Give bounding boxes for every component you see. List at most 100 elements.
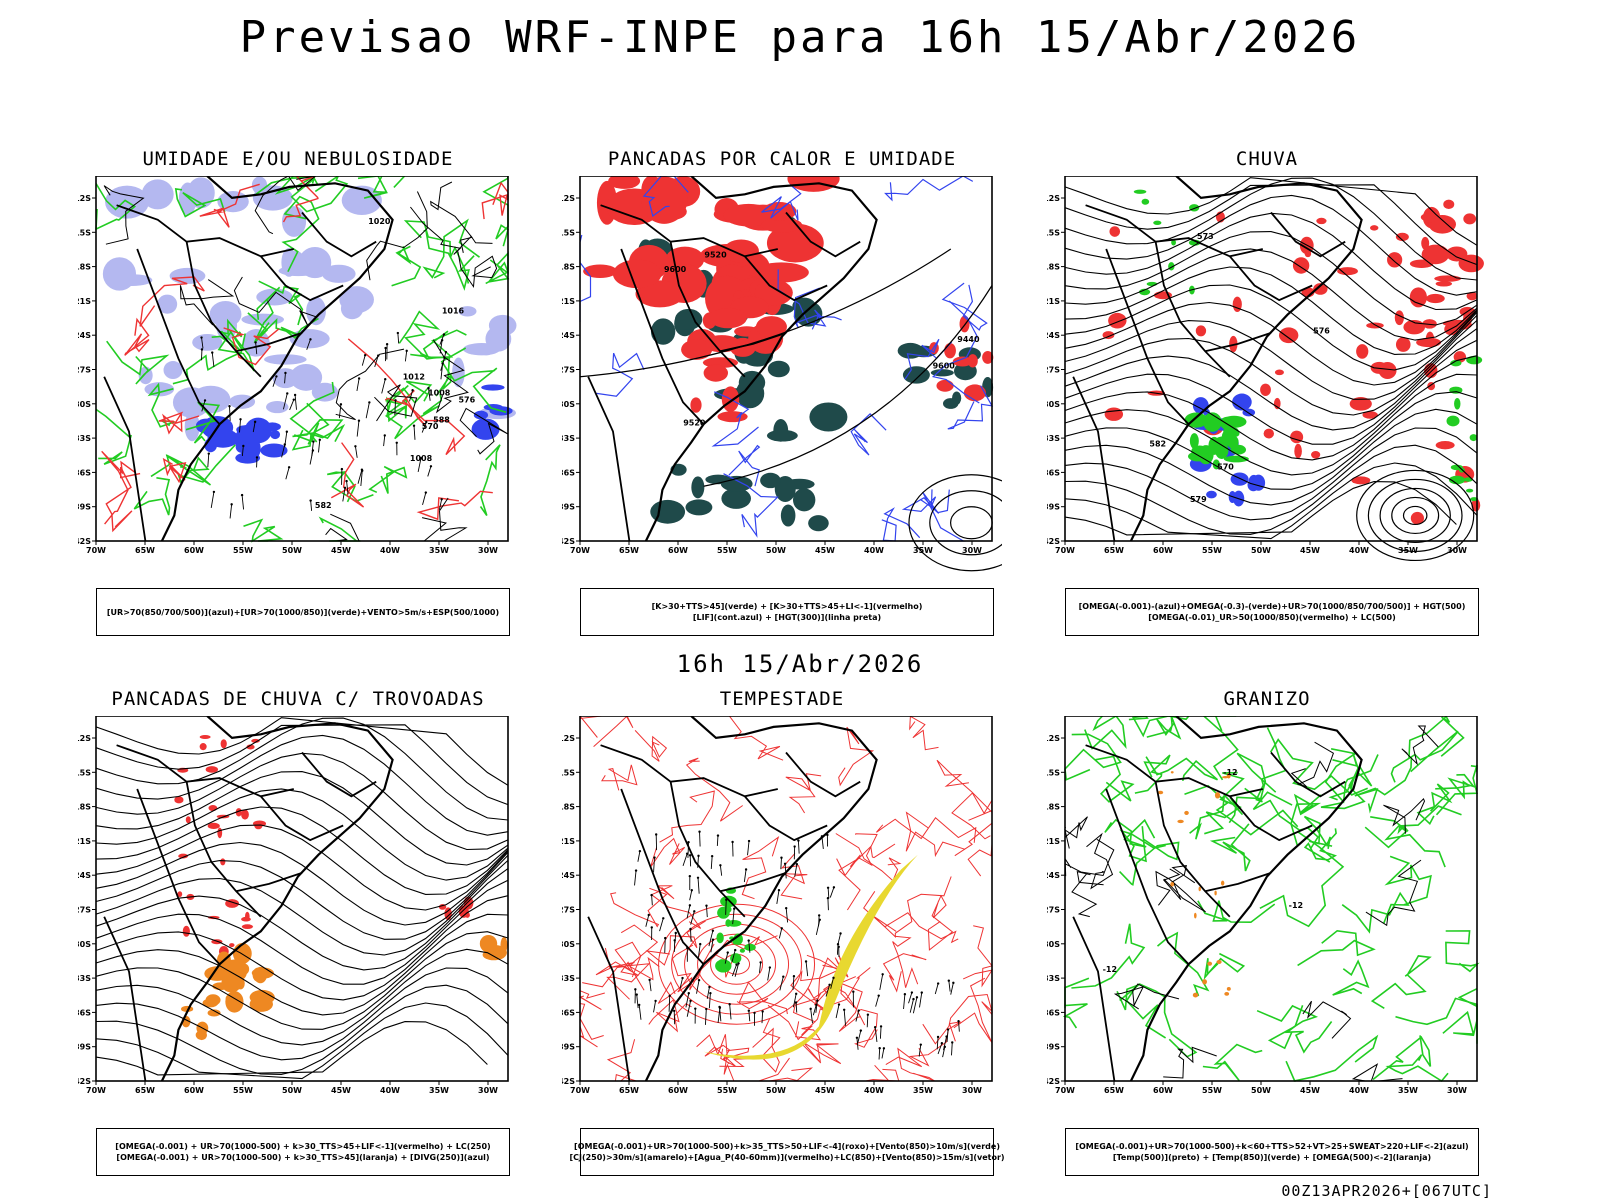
contour-line [1119,826,1166,863]
field-blob [936,379,954,392]
wind-vector-head [947,979,951,982]
field-blob [488,314,517,337]
legend-umidade: [UR>70(850/700/500)](azul)+[UR>70(1000/8… [96,588,510,636]
coastline [1129,176,1363,542]
contour-line [758,1057,814,1082]
field-blob [1311,450,1321,459]
field-blob [1263,428,1274,439]
country-border [1072,916,1116,1082]
contour-line [1202,716,1239,781]
wind-vector-head [647,913,650,917]
legend-line: [K>30+TTS>45](verde) + [K>30+TTS>45+LI<-… [651,602,923,611]
field-blob [1337,267,1358,276]
wind-vector [879,974,884,991]
contour-line [165,454,212,486]
field-blob [902,366,930,384]
wind-vector [827,887,830,899]
contour-line [368,465,408,494]
wind-vector [719,865,723,876]
contour-line [1134,754,1171,794]
contour-line [403,220,470,284]
wind-vector [338,404,342,419]
field-blob [1454,397,1461,410]
wind-vector-head [761,1010,764,1013]
streamline [95,895,509,1001]
field-blob [473,410,489,420]
streamline [1064,266,1478,355]
wind-vector-head [903,993,907,996]
streamline [95,717,509,786]
wind-vector-head [357,419,361,422]
contour-line [1303,828,1338,863]
lat-tick-label: 27S [78,906,91,915]
field-blob [270,430,281,440]
wind-vector-head [826,886,830,889]
contour-line [1372,1035,1432,1081]
field-blob [241,809,249,820]
field-blob [263,422,281,432]
wind-vector [634,870,637,886]
lat-tick-label: 24S [78,871,91,880]
wind-vector [360,470,363,487]
field-blob [1170,771,1174,774]
field-blob [1435,440,1455,450]
field-blob [1198,886,1201,892]
wind-vector-head [203,399,207,402]
lat-tick-label: 21S [562,297,575,306]
wind-vector-head [654,833,658,836]
map-frame [95,176,509,542]
streamline [95,788,509,881]
lat-tick-label: 36S [78,468,91,477]
wind-vector-head [793,845,796,848]
wind-vector [285,467,290,480]
streamline [1064,194,1478,296]
wind-vector-head [952,981,955,985]
lat-tick-label: 24S [562,871,575,880]
lon-tick-label: 40W [864,1086,884,1095]
field-blob [952,391,962,405]
wind-vector [748,1010,751,1022]
contour-line [432,339,469,414]
wind-vector [946,1029,949,1042]
lon-tick-label: 50W [766,1086,786,1095]
contour-line [962,925,994,988]
panel-title-umidade: UMIDADE E/OU NEBULOSIDADE [142,148,454,170]
streamline [1064,248,1478,341]
wind-vector [311,441,314,456]
field-blob [963,384,986,402]
wind-vector [747,840,750,856]
field-blob [341,185,382,216]
contour-line [658,903,816,1025]
contour-label: 576 [1313,327,1330,336]
lon-tick-label: 30W [1447,546,1467,555]
contour-line [936,759,993,814]
map-frame [1064,716,1478,1082]
field-blob [760,472,781,489]
field-blob [1230,472,1249,486]
map-frame [1064,176,1478,542]
field-blob [174,796,184,804]
lat-tick-label: 24S [562,331,575,340]
wind-vector [724,952,729,964]
field-blob [1138,288,1151,296]
contour-line [1341,891,1410,934]
field-blob [766,223,824,263]
field-blob [157,294,178,314]
wind-vector [767,967,771,981]
contour-line [158,411,200,435]
country-border [587,376,631,542]
field-blob [260,443,288,458]
wind-vector-head [759,961,762,964]
field-blob [1316,217,1327,225]
coastline-borders [103,716,394,1082]
streamline [95,868,509,971]
wind-vector-head [832,976,835,980]
coastline-borders [1072,716,1363,1082]
contour-label: 1012 [403,372,425,381]
field-blob [716,932,724,944]
field-blob [583,264,617,279]
contour-line [422,330,452,397]
lat-tick-label: 24S [1047,871,1060,880]
contour-line [1084,716,1127,750]
contour-line [685,757,743,822]
